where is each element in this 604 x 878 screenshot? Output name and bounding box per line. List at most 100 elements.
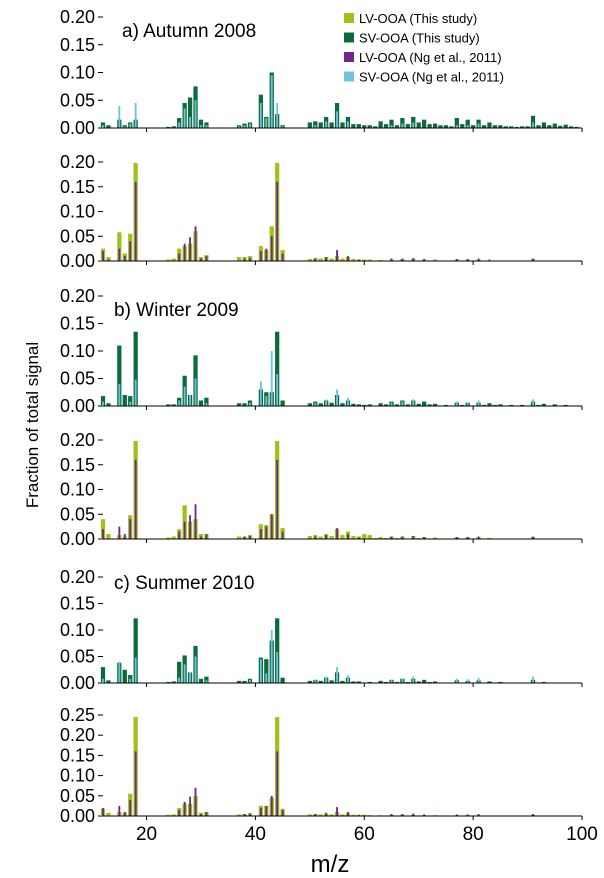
bar-this-study-mz-68: [405, 404, 410, 406]
bar-ng-2011-mz-26: [178, 253, 181, 261]
bar-this-study-mz-52: [318, 536, 323, 539]
bar-ng-2011-mz-67: [401, 678, 404, 683]
bar-this-study-mz-58: [351, 814, 356, 816]
bar-this-study-mz-89: [520, 404, 525, 406]
bar-this-study-mz-63: [378, 680, 383, 683]
bar-this-study-mz-52: [318, 680, 323, 683]
bar-ng-2011-mz-77: [455, 125, 458, 128]
bar-this-study-mz-80: [471, 125, 476, 128]
bar-this-study-mz-52: [318, 122, 323, 128]
bar-ng-2011-mz-67: [401, 401, 404, 406]
bar-this-study-mz-59: [356, 681, 361, 683]
bar-this-study-mz-72: [427, 681, 432, 683]
bar-ng-2011-mz-77: [455, 678, 458, 683]
bar-this-study-mz-78: [460, 404, 465, 406]
bar-ng-2011-mz-27: [183, 386, 186, 406]
bar-this-study-mz-73: [432, 123, 438, 128]
x-tick-label: 20: [136, 824, 157, 845]
bar-ng-2011-mz-91: [532, 122, 534, 128]
bar-ng-2011-mz-51: [314, 679, 317, 683]
bar-this-study-mz-25: [171, 681, 176, 683]
bar-ng-2011-mz-79: [466, 537, 469, 539]
bar-ng-2011-mz-39: [249, 813, 251, 816]
bar-this-study-mz-52: [318, 403, 323, 406]
bar-ng-2011-mz-57: [347, 534, 349, 539]
y-tick-label: 0.10: [60, 480, 95, 500]
bar-ng-2011-mz-38: [243, 813, 246, 816]
y-tick-label: 0.20: [60, 725, 95, 745]
bar-this-study-mz-25: [171, 258, 176, 261]
bar-this-study-mz-79: [465, 119, 470, 128]
bar-this-study-mz-64: [383, 124, 389, 128]
bar-ng-2011-mz-69: [412, 399, 415, 406]
bar-ng-2011-mz-17: [129, 678, 132, 683]
bar-this-study-mz-92: [536, 125, 541, 128]
bar-ng-2011-mz-81: [477, 536, 480, 539]
bar-ng-2011-mz-65: [390, 125, 393, 128]
bar-ng-2011-mz-29: [194, 656, 197, 683]
bar-ng-2011-mz-38: [243, 125, 246, 128]
bar-ng-2011-mz-41: [259, 103, 262, 128]
bar-ng-2011-mz-28: [189, 672, 192, 683]
bar-this-study-mz-93: [541, 122, 547, 128]
bar-ng-2011-mz-16: [123, 811, 126, 816]
bar-this-study-mz-83: [487, 403, 492, 406]
bar-ng-2011-mz-51: [314, 536, 317, 539]
bar-ng-2011-mz-91: [532, 258, 534, 261]
panel-summer-lv: 0.250.200.150.100.050.00: [60, 705, 583, 826]
legend-entry-label: SV-OOA (This study): [359, 31, 480, 46]
bar-ng-2011-mz-16: [123, 256, 126, 261]
y-tick-label: 0.15: [60, 594, 95, 614]
bar-ng-2011-mz-39: [249, 679, 251, 683]
bar-ng-2011-mz-77: [455, 259, 458, 261]
bar-this-study-mz-25: [171, 404, 176, 406]
bar-ng-2011-mz-28: [189, 515, 192, 539]
bar-ng-2011-mz-30: [200, 536, 202, 539]
chart-legend: LV-OOA (This study) SV-OOA (This study) LV…: [344, 11, 504, 85]
bar-ng-2011-mz-12: [102, 678, 104, 683]
panel-winter-sv: 0.20 0.15 0.10 0.05 0.00 b) Winter 2009: [60, 286, 583, 416]
bar-this-study-mz-28: [187, 97, 193, 128]
bar-ng-2011-mz-43: [270, 351, 273, 406]
x-tick-label: 40: [245, 824, 266, 845]
bar-ng-2011-mz-67: [401, 123, 404, 128]
bar-ng-2011-mz-39: [249, 536, 251, 539]
bar-ng-2011-mz-67: [401, 258, 404, 261]
legend-entry-label: SV-OOA (Ng et al., 2011): [359, 70, 504, 85]
bar-ng-2011-mz-12: [102, 251, 104, 261]
bar-ng-2011-mz-12: [102, 401, 104, 406]
bar-ng-2011-mz-79: [466, 259, 469, 261]
legend-swatch: [344, 32, 354, 43]
bar-ng-2011-mz-77: [455, 537, 458, 539]
bar-this-study-mz-56: [340, 535, 345, 539]
bar-this-study-mz-24: [166, 681, 171, 683]
legend-entry-label: LV-OOA (Ng et al., 2011): [359, 50, 502, 65]
bar-this-study-mz-66: [394, 681, 400, 683]
bar-this-study-mz-95: [552, 123, 557, 128]
bar-this-study-mz-13: [106, 680, 111, 683]
bar-ng-2011-mz-18: [134, 657, 137, 683]
bar-ng-2011-mz-43: [270, 75, 273, 128]
bar-this-study-mz-54: [329, 814, 334, 816]
bar-this-study-mz-50: [307, 403, 312, 406]
bar-this-study-mz-24: [166, 126, 171, 128]
bar-this-study-mz-84: [492, 404, 498, 406]
bar-ng-2011-mz-31: [205, 680, 208, 683]
y-tick-label: 0.10: [60, 620, 95, 640]
y-tick-label: 0.10: [60, 202, 95, 222]
bar-this-study-mz-58: [351, 681, 356, 683]
y-tick-label: 0.00: [60, 673, 95, 693]
bar-this-study-mz-42: [264, 659, 269, 683]
bar-ng-2011-mz-45: [281, 126, 284, 128]
bar-this-study-mz-13: [106, 812, 111, 816]
bar-ng-2011-mz-31: [205, 125, 208, 128]
bar-ng-2011-mz-44: [276, 652, 279, 683]
bar-this-study-mz-68: [405, 124, 410, 128]
bar-this-study-mz-37: [236, 536, 242, 539]
bar-ng-2011-mz-26: [178, 677, 181, 683]
bar-this-study-mz-13: [106, 257, 111, 261]
bar-ng-2011-mz-13: [107, 259, 110, 261]
y-tick-label: 0.10: [60, 63, 95, 83]
x-tick-label: 100: [566, 824, 598, 845]
